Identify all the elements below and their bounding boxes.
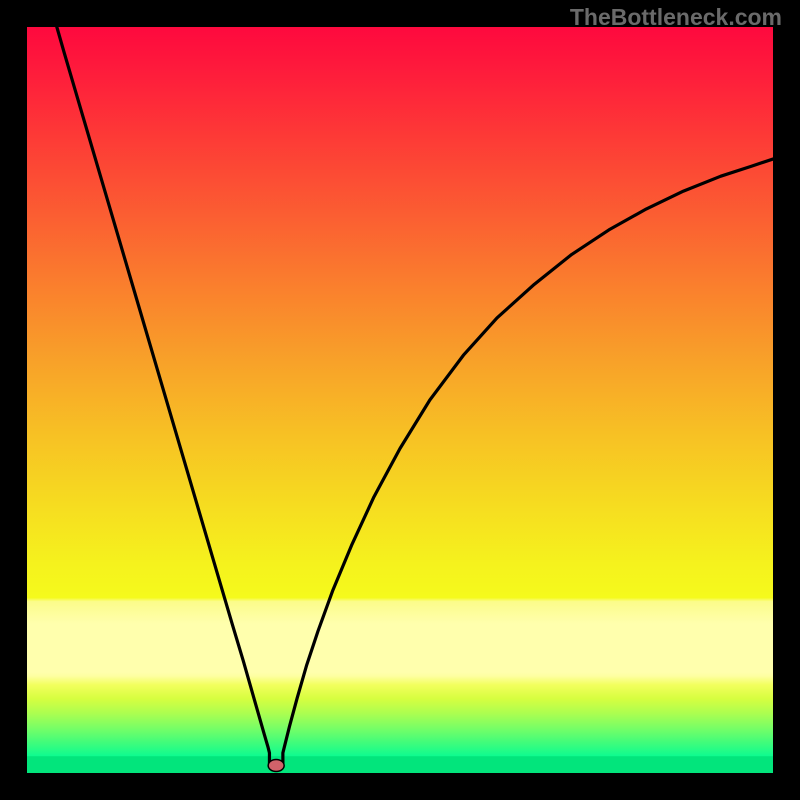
plot-area — [27, 27, 773, 773]
minimum-marker — [268, 760, 284, 772]
chart-background — [27, 27, 773, 773]
chart-svg — [27, 27, 773, 773]
outer-frame: TheBottleneck.com — [0, 0, 800, 800]
